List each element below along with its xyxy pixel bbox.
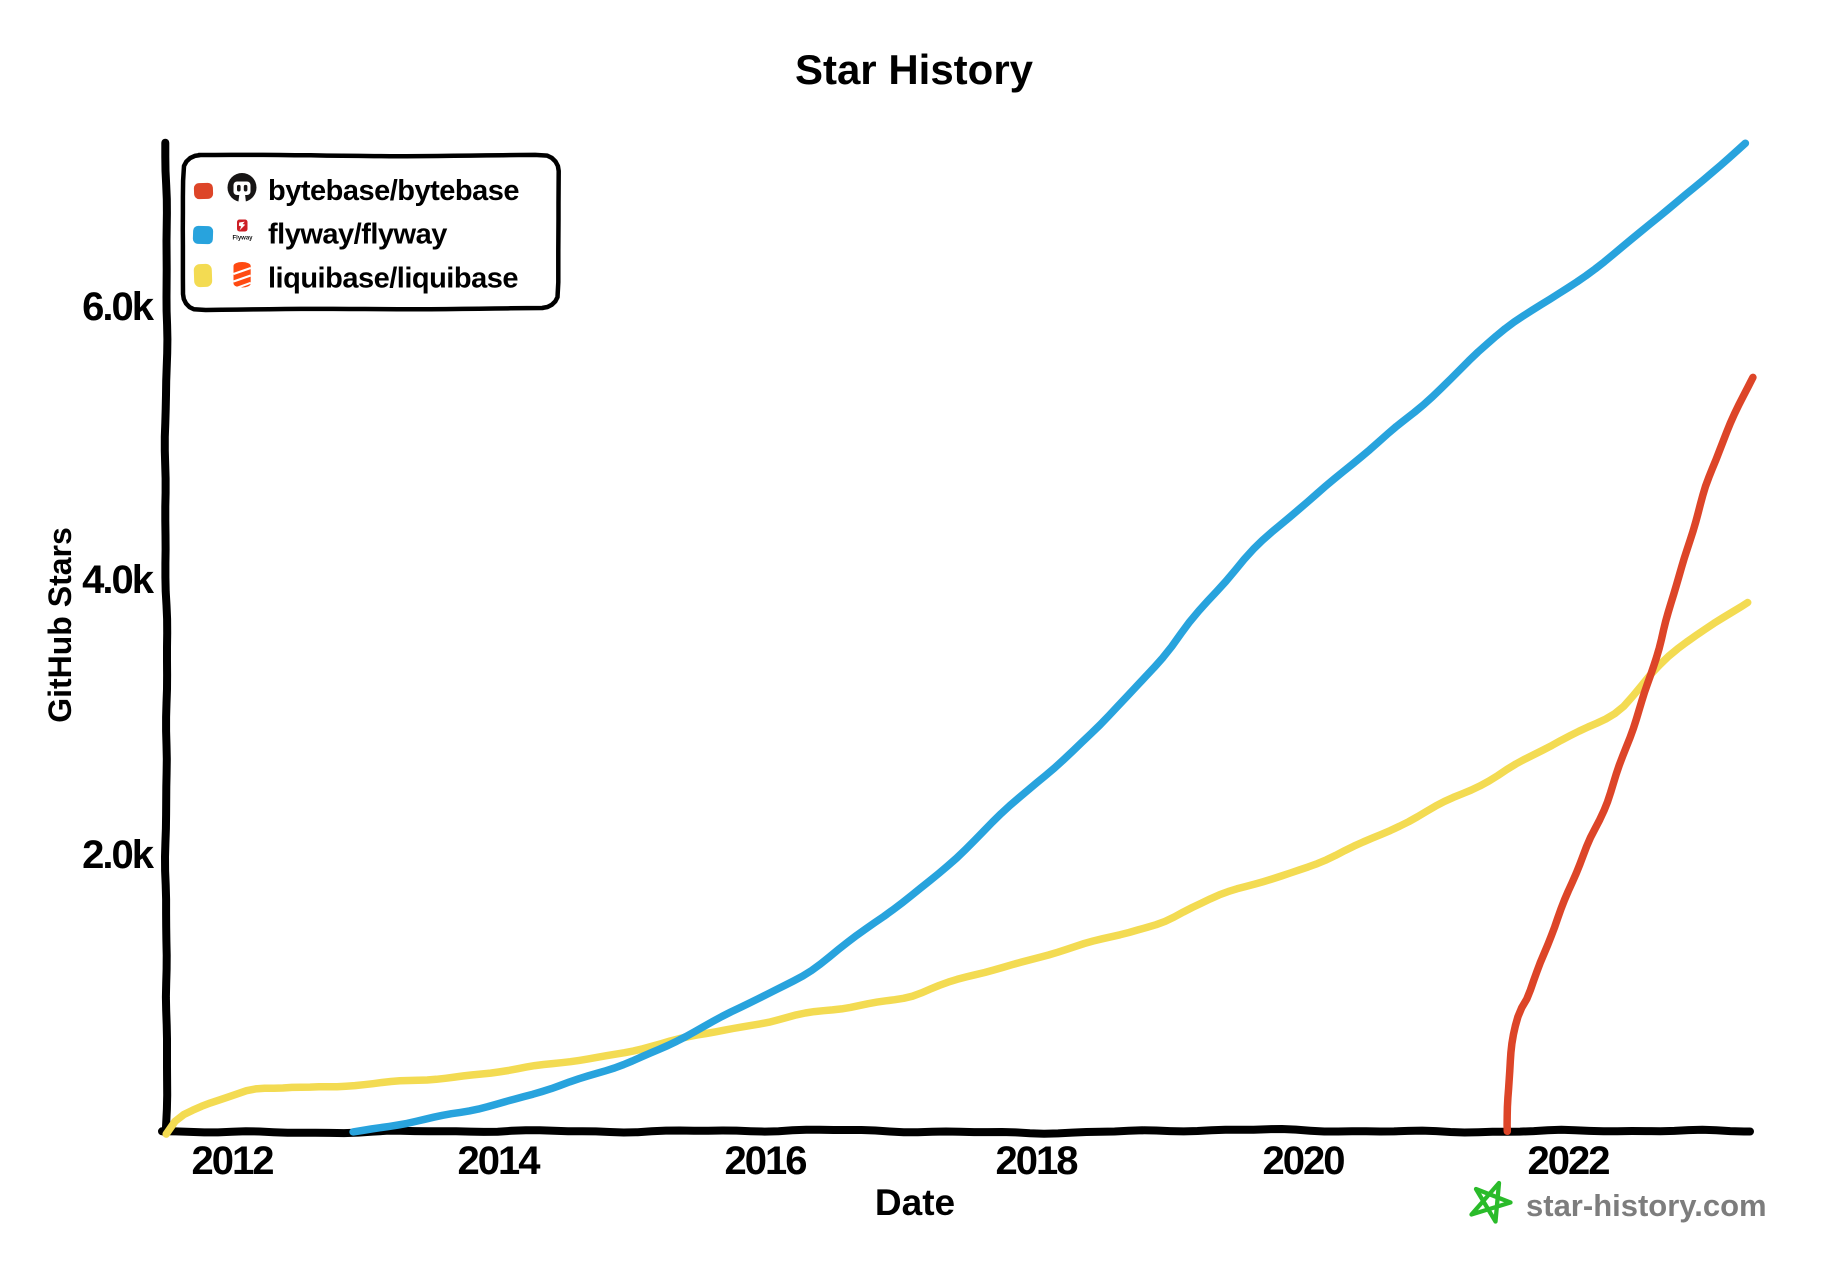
svg-text:4.0k: 4.0k xyxy=(82,558,155,602)
svg-text:2012: 2012 xyxy=(192,1139,274,1183)
svg-text:2018: 2018 xyxy=(996,1139,1079,1183)
svg-text:Date: Date xyxy=(875,1182,955,1223)
svg-text:liquibase/liquibase: liquibase/liquibase xyxy=(268,263,518,295)
svg-text:flyway/flyway: flyway/flyway xyxy=(268,219,447,251)
svg-text:2022: 2022 xyxy=(1528,1139,1610,1183)
svg-text:Star History: Star History xyxy=(795,46,1034,93)
svg-text:2.0k: 2.0k xyxy=(82,833,155,877)
svg-text:Flyway: Flyway xyxy=(232,236,253,242)
svg-text:2016: 2016 xyxy=(725,1139,807,1183)
svg-text:6.0k: 6.0k xyxy=(82,285,155,329)
svg-text:GitHub Stars: GitHub Stars xyxy=(42,527,78,723)
svg-text:2020: 2020 xyxy=(1263,1139,1345,1183)
svg-text:star-history.com: star-history.com xyxy=(1526,1188,1767,1223)
svg-text:bytebase/bytebase: bytebase/bytebase xyxy=(268,175,519,207)
svg-text:2014: 2014 xyxy=(458,1139,542,1183)
